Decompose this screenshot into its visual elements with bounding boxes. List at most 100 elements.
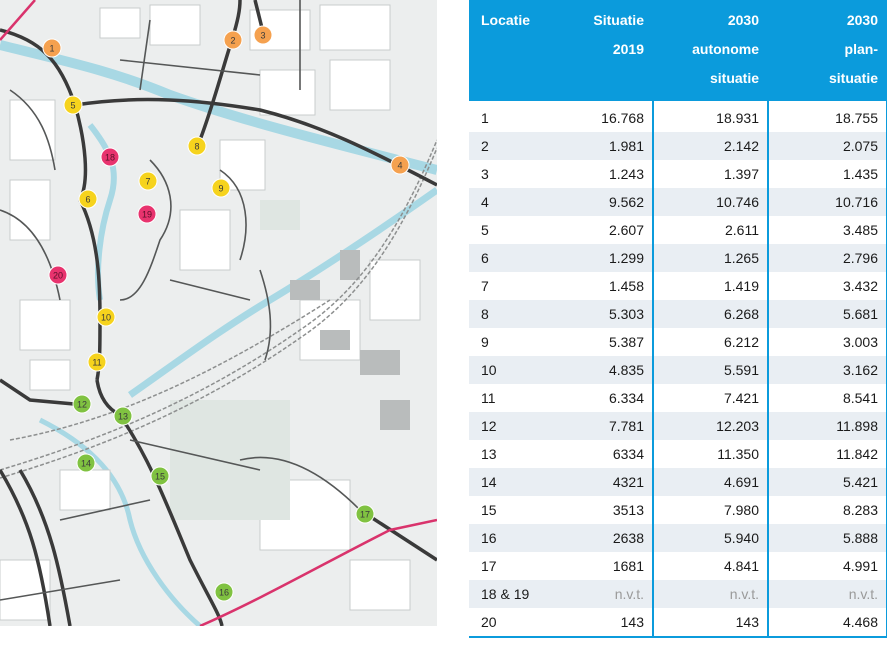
table-cell: 11.898 [768, 412, 887, 440]
marker-circle [42, 38, 62, 58]
table-row: 18 & 19 n.v.t. n.v.t. n.v.t. [469, 580, 887, 608]
location-marker-19: 19 [137, 204, 157, 224]
table-row: 12 7.781 12.203 11.898 [469, 412, 887, 440]
header-line: Locatie [481, 12, 531, 28]
marker-label: 4 [397, 161, 402, 171]
location-map: 1 2 3 4 5 6 7 8 9 10 11 12 13 14 15 16 17 18 19 20 [0, 0, 437, 626]
table-cell: 143 [553, 608, 654, 638]
table-cell: n.v.t. [553, 580, 654, 608]
railway [0, 139, 437, 479]
table-cell: 3513 [553, 496, 654, 524]
marker-label: 11 [92, 358, 101, 368]
header-line: Situatie [593, 12, 644, 28]
table-cell: 9 [481, 334, 489, 350]
marker-circle [48, 265, 68, 285]
plan-boundary [0, 0, 437, 626]
marker-label: 19 [142, 210, 152, 220]
table-row: 20 143 143 4.468 [469, 608, 887, 638]
table-row: 14 4321 4.691 5.421 [469, 468, 887, 496]
table-cell: 1 [481, 110, 489, 126]
header-2030-autonome-situatie: 2030 autonome situatie [653, 0, 769, 101]
marker-label: 9 [218, 184, 223, 194]
location-marker-10: 10 [96, 307, 116, 327]
table-cell: n.v.t. [653, 580, 769, 608]
table-cell: 1.397 [653, 160, 769, 188]
table-cell: 2 [469, 132, 553, 160]
location-marker-4: 4 [390, 155, 410, 175]
table-cell: 14 [469, 468, 553, 496]
table-cell: 18.755 [768, 101, 887, 132]
location-marker-11: 11 [87, 352, 107, 372]
table-cell: 4 [469, 188, 553, 216]
table-row: 4 9.562 10.746 10.716 [469, 188, 887, 216]
marker-label: 6 [85, 195, 90, 205]
table-cell: 5.303 [553, 300, 654, 328]
header-line: 2030 [727, 12, 759, 28]
table-cell: 13 [481, 446, 497, 462]
table-cell: 7 [481, 278, 489, 294]
location-marker-7: 7 [138, 171, 158, 191]
building-blocks [0, 4, 421, 621]
marker-label: 20 [53, 271, 63, 281]
marker-label: 1 [49, 44, 54, 54]
header-line: 2030 [846, 12, 878, 28]
table-row: 1 16.768 18.931 18.755 [469, 101, 887, 132]
marker-circle [223, 30, 243, 50]
table-cell: 4.991 [768, 552, 887, 580]
location-marker-6: 6 [78, 189, 98, 209]
marker-circle [187, 136, 207, 156]
table-row: 5 2.607 2.611 3.485 [469, 216, 887, 244]
table-cell: 4.835 [553, 356, 654, 384]
table-cell: 2.611 [653, 216, 769, 244]
marker-label: 10 [101, 313, 111, 323]
table-row: 9 5.387 6.212 3.003 [469, 328, 887, 356]
marker-label: 14 [81, 459, 91, 469]
table-cell: 11.842 [768, 440, 887, 468]
location-marker-20: 20 [48, 265, 68, 285]
table-cell: 1.435 [768, 160, 887, 188]
table-cell: 5.421 [768, 468, 887, 496]
table-cell: 1681 [553, 552, 654, 580]
marker-circle [355, 504, 375, 524]
table-cell: 1.265 [653, 244, 769, 272]
marker-circle [390, 155, 410, 175]
location-marker-2: 2 [223, 30, 243, 50]
table-cell: 16 [469, 524, 553, 552]
table-cell: 8.541 [768, 384, 887, 412]
table-row: 16 2638 5.940 5.888 [469, 524, 887, 552]
table-row: 8 5.303 6.268 5.681 [469, 300, 887, 328]
location-marker-1: 1 [42, 38, 62, 58]
table-row: 2 1.981 2.142 2.075 [469, 132, 887, 160]
table-cell: 3.162 [768, 356, 887, 384]
table-cell: 18.931 [653, 101, 769, 132]
table-cell: 10.716 [768, 188, 887, 216]
marker-label: 8 [194, 142, 199, 152]
table-row: 3 1.243 1.397 1.435 [469, 160, 887, 188]
marker-circle [137, 204, 157, 224]
table-cell: 6.268 [653, 300, 769, 328]
table-cell: 20 [469, 608, 553, 638]
table-cell: 1.243 [553, 160, 654, 188]
table-cell: 7.980 [653, 496, 769, 524]
table-row: 17 1681 4.841 4.991 [469, 552, 887, 580]
marker-label: 7 [145, 177, 150, 187]
table-cell: 12 [469, 412, 553, 440]
location-marker-18: 18 [100, 147, 120, 167]
header-situatie-2019: Situatie 2019 [553, 0, 654, 101]
table-cell: 2.607 [553, 216, 654, 244]
table-row: 11 6.334 7.421 8.541 [469, 384, 887, 412]
location-marker-13: 13 [113, 406, 133, 426]
location-marker-16: 16 [214, 582, 234, 602]
table-cell: 5.387 [553, 328, 654, 356]
table-row: 13 6334 11.350 11.842 [469, 440, 887, 468]
table-cell: 2.142 [653, 132, 769, 160]
location-marker-17: 17 [355, 504, 375, 524]
table-cell: 6.334 [553, 384, 654, 412]
marker-circle [150, 466, 170, 486]
table-cell: 8 [469, 300, 553, 328]
table-header-row: Locatie Situatie 2019 2030 autonome situati… [469, 0, 887, 101]
location-marker-14: 14 [76, 453, 96, 473]
table-cell: 3 [481, 166, 489, 182]
data-table: Locatie Situatie 2019 2030 autonome situati… [469, 0, 887, 638]
table-cell: 16.768 [553, 101, 654, 132]
